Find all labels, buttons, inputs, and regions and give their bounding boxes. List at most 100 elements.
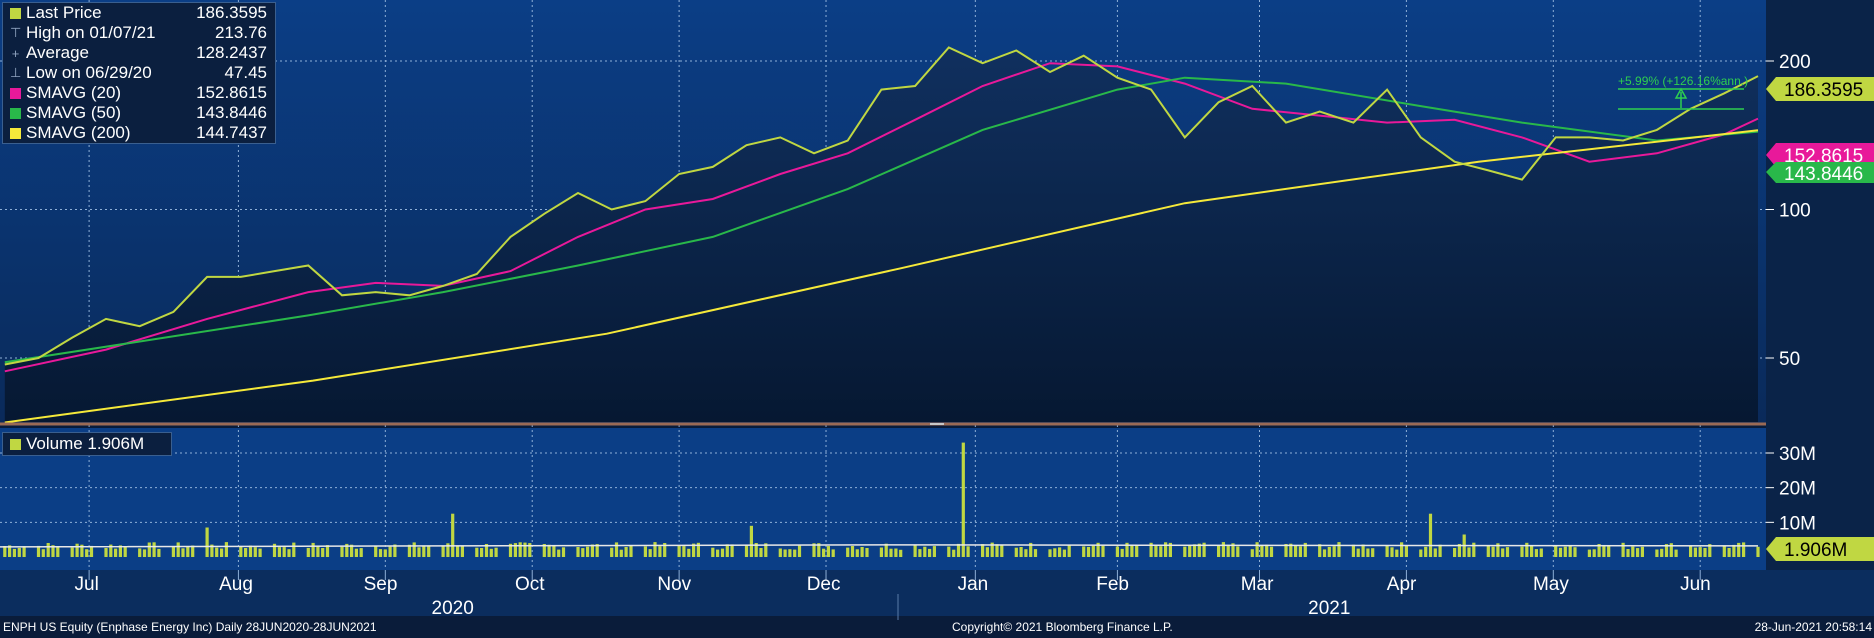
volume-bar (720, 548, 725, 557)
volume-bar (1096, 542, 1100, 557)
volume-bar (157, 548, 161, 557)
volume-bar (171, 546, 175, 557)
volume-bar (75, 543, 79, 557)
volume-bar (1660, 548, 1664, 557)
volume-bar (1366, 548, 1370, 557)
volume-bar (1674, 549, 1678, 557)
volume-bar (1265, 544, 1269, 557)
volume-bar (947, 546, 951, 557)
month-label-dec: Dec (807, 574, 841, 595)
volume-bar (513, 543, 517, 557)
volume-bar (1592, 549, 1596, 557)
volume-bar (1197, 543, 1201, 557)
volume-bar (46, 543, 50, 557)
legend-swatch (10, 7, 21, 19)
volume-bar (388, 546, 392, 557)
volume-bar (619, 549, 623, 557)
volume-bar (586, 546, 590, 557)
volume-bar (80, 544, 84, 557)
volume-axis-ticks: 10M 20M 30M (1766, 444, 1816, 534)
legend-item[interactable]: + Average 128.2437 (3, 43, 275, 63)
legend-item[interactable]: ⊥ Low on 06/29/20 47.45 (3, 63, 275, 83)
legend-item[interactable]: SMAVG (200) 144.7437 (3, 123, 275, 143)
sma50-tag: 143.8446 (1784, 164, 1863, 185)
volume-bar (1703, 548, 1707, 557)
volume-bar (1597, 544, 1601, 557)
volume-bar (730, 544, 734, 557)
volume-legend[interactable]: Volume 1.906M (2, 432, 172, 456)
legend-item[interactable]: SMAVG (50) 143.8446 (3, 103, 275, 123)
volume-bar (850, 546, 855, 557)
volume-bar (826, 546, 830, 557)
moving-average-lines (4, 62, 1759, 424)
volume-bar (85, 549, 89, 557)
volume-bar (1742, 542, 1746, 557)
volume-bar (104, 548, 108, 557)
volume-bar (1067, 545, 1071, 557)
last-price-line (4, 46, 1759, 366)
volume-bar (22, 546, 26, 557)
volume-bar (1149, 542, 1153, 557)
volume-bar (725, 544, 729, 557)
legend-item[interactable]: ⊤ High on 01/07/21 213.76 (3, 23, 275, 43)
volume-bar (552, 545, 556, 557)
volume-bar (244, 548, 248, 557)
legend-label: High on 01/07/21 (26, 23, 156, 42)
volume-bar (210, 544, 214, 557)
volume-bar (1062, 549, 1066, 557)
volume-bar (576, 547, 580, 557)
volume-bar (393, 544, 397, 557)
legend-value: 152.8615 (196, 83, 267, 102)
legend-marker-icon: ⊤ (10, 25, 22, 40)
volume-bar (1737, 542, 1741, 557)
volume-bar (981, 544, 985, 557)
volume-bar (51, 545, 55, 557)
volume-bar (1086, 546, 1091, 557)
volume-bar (1202, 542, 1206, 557)
volume-bar (1722, 546, 1726, 557)
volume-bar (412, 542, 416, 557)
volume-bar (846, 547, 850, 557)
volume-bar (1727, 548, 1731, 557)
volume-bar (1385, 545, 1389, 557)
legend-swatch (10, 107, 21, 119)
volume-bar (518, 542, 522, 557)
volume-bar (1351, 544, 1355, 557)
price-tick-label: 200 (1779, 52, 1811, 73)
volume-bar (1058, 547, 1062, 557)
legend-item[interactable]: SMAVG (20) 152.8615 (3, 83, 275, 103)
volume-bar (1048, 549, 1052, 557)
volume-bar (855, 549, 859, 557)
volume-bar (1698, 547, 1702, 557)
volume-bar (1505, 547, 1510, 557)
volume-bar (17, 547, 21, 557)
last-value-tags: 186.3595 152.8615 143.8446 1.906M (1766, 77, 1874, 561)
volume-bar (913, 544, 917, 557)
volume-bar (1231, 543, 1235, 557)
volume-bar (1289, 543, 1293, 557)
legend-item[interactable]: Last Price 186.3595 (3, 3, 275, 23)
volume-bar (152, 542, 156, 557)
volume-bar (990, 542, 994, 557)
volume-bar (316, 546, 320, 557)
volume-bar (147, 542, 151, 557)
volume-bar (716, 549, 720, 557)
volume-bar (1298, 546, 1302, 557)
volume-bar (557, 549, 561, 557)
volume-average-line (0, 544, 1759, 548)
volume-bar (451, 513, 455, 557)
volume-bar (696, 542, 700, 557)
volume-bar (1332, 546, 1336, 557)
footer-timestamp: 28-Jun-2021 20:58:14 (1754, 620, 1872, 634)
volume-bar (8, 545, 12, 557)
month-label-aug: Aug (219, 574, 253, 595)
legend-label: SMAVG (200) (26, 123, 131, 142)
volume-bar (1192, 544, 1197, 557)
volume-bar (1453, 548, 1457, 557)
volume-bar (181, 548, 185, 557)
price-legend[interactable]: Last Price 186.3595 ⊤ High on 01/07/21 213.7… (2, 2, 276, 144)
volume-bar (494, 547, 498, 557)
volume-bar (783, 549, 787, 557)
volume-bar (629, 545, 633, 557)
volume-bar (1587, 549, 1591, 557)
